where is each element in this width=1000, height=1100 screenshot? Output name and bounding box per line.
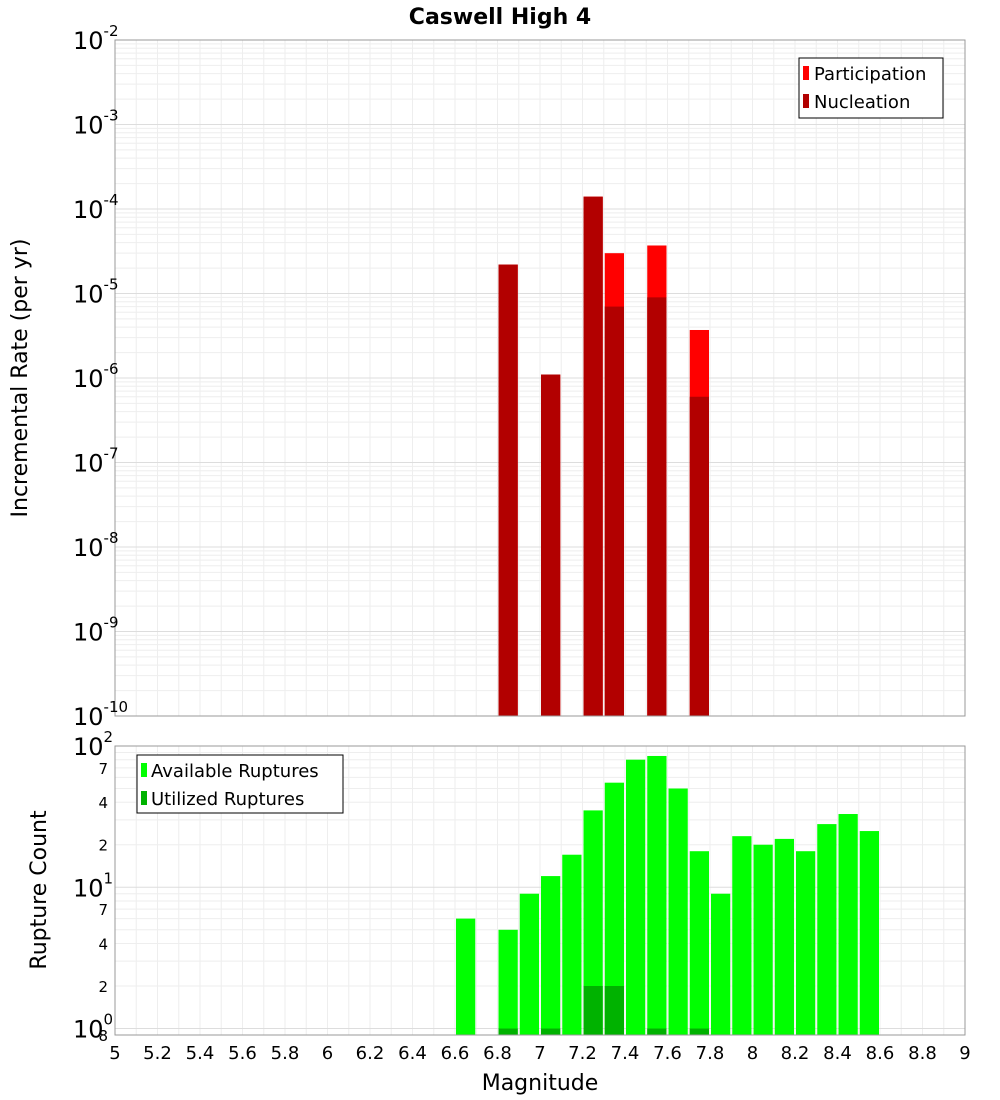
x-tick-label: 7.8 [696,1043,725,1064]
count-bars [456,755,879,1035]
x-tick-label: 8.2 [781,1043,810,1064]
count-bar-available-ruptures [626,759,646,1035]
rate-y-tick-label: 10-7 [73,445,119,478]
legend-utilized-label: Utilized Ruptures [151,789,304,810]
rate-legend-box [798,57,944,119]
count-y-axis-label: Rupture Count [27,810,52,970]
rate-panel: 10-10 10-9 10-8 10-7 10-6 10-5 10-4 10-3 10-2 In… [8,22,966,731]
count-bar-utilized-ruptures [604,986,624,1035]
rate-bar-nucleation [541,374,561,716]
rate-bars [498,196,709,717]
count-bar-available-ruptures [859,831,879,1035]
count-bar-available-ruptures [838,814,858,1035]
rate-bar-nucleation [498,264,518,716]
x-tick-label: 6.4 [398,1043,427,1064]
count-bar-available-ruptures [456,918,476,1035]
count-bar-available-ruptures [604,782,624,1035]
count-legend: Available Ruptures Utilized Ruptures [136,754,344,814]
x-tick-label: 8.4 [823,1043,852,1064]
x-tick-label: 5.2 [143,1043,172,1064]
x-tick-label: 7.4 [611,1043,640,1064]
legend-nucleation-label: Nucleation [814,92,910,113]
rate-gridlines [115,40,966,717]
count-bar-available-ruptures [732,836,752,1035]
rate-y-ticks: 10-10 10-9 10-8 10-7 10-6 10-5 10-4 10-3 10-2 [73,22,128,731]
count-y-minor-tick-label: 4 [98,794,108,812]
rate-bar-nucleation [604,306,624,716]
count-legend-box [136,754,344,814]
x-tick-label: 7.2 [568,1043,597,1064]
count-y-tick-label: 101 [73,869,113,902]
chart-title: Caswell High 4 [409,5,591,30]
rate-bar-nucleation [583,196,603,717]
rate-plot-border [114,39,966,717]
x-tick-label: 5.8 [271,1043,300,1064]
count-y-minor-tick-label: 7 [98,901,108,919]
count-bar-utilized-ruptures [647,1028,667,1035]
count-bar-utilized-ruptures [689,1028,709,1035]
x-tick-label: 5.4 [186,1043,215,1064]
legend-participation-swatch [803,66,809,80]
count-y-minor-tick-label: 2 [98,978,108,996]
count-bar-utilized-ruptures [583,986,603,1035]
count-plot-border [114,745,966,1036]
count-y-tick-label: 102 [73,728,113,761]
x-tick-label: 5.6 [228,1043,257,1064]
rate-legend: Participation Nucleation [798,57,944,119]
legend-available-swatch [141,763,147,777]
x-tick-label: 5 [109,1043,120,1064]
count-bar-available-ruptures [583,810,603,1035]
rate-y-tick-label: 10-2 [73,22,119,55]
count-panel: 100 101 102 8 2 4 7 2 4 7 5 5.2 5.4 5.6 5.8 6 6.2 6.4 6.6… [27,728,971,1096]
rate-y-tick-label: 10-9 [73,614,119,647]
rate-y-tick-label: 10-5 [73,276,119,309]
count-gridlines [115,746,966,1036]
count-bar-available-ruptures [668,788,688,1035]
rate-y-tick-label: 10-8 [73,529,119,562]
count-bar-available-ruptures [689,851,709,1035]
x-tick-label: 8 [747,1043,758,1064]
rate-y-tick-label: 10-3 [73,107,119,140]
rate-y-tick-label: 10-4 [73,191,119,224]
count-bar-available-ruptures [647,755,667,1035]
x-tick-label: 7 [534,1043,545,1064]
count-bar-available-ruptures [562,854,582,1035]
rate-y-tick-label: 10-6 [73,360,119,393]
legend-available-label: Available Ruptures [151,761,319,782]
legend-nucleation-swatch [803,94,809,108]
x-tick-label: 6.2 [356,1043,385,1064]
x-tick-label: 6 [322,1043,333,1064]
count-bar-utilized-ruptures [498,1028,518,1035]
count-bar-available-ruptures [498,929,518,1035]
x-tick-label: 8.8 [908,1043,937,1064]
x-tick-label: 7.6 [653,1043,682,1064]
legend-utilized-swatch [141,791,147,805]
rate-y-tick-label: 10-10 [73,698,128,731]
count-y-minor-tick-label: 8 [98,1027,108,1045]
count-bar-available-ruptures [711,893,731,1035]
count-bar-utilized-ruptures [541,1028,561,1035]
x-axis-label: Magnitude [482,1071,599,1096]
x-tick-label: 8.6 [866,1043,895,1064]
x-tick-label: 9 [959,1043,970,1064]
rate-bar-nucleation [689,396,709,716]
x-tick-labels: 5 5.2 5.4 5.6 5.8 6 6.2 6.4 6.6 6.8 7 7.2 7.4 7.6 7.8 8… [109,1043,970,1064]
count-y-minor-tick-label: 2 [98,837,108,855]
rate-y-axis-label: Incremental Rate (per yr) [8,239,33,518]
count-bar-available-ruptures [774,838,794,1035]
legend-participation-label: Participation [814,64,926,85]
rate-bar-nucleation [647,297,667,716]
count-bar-available-ruptures [519,893,539,1035]
count-bar-available-ruptures [541,876,561,1035]
x-tick-label: 6.8 [483,1043,512,1064]
x-tick-label: 6.6 [441,1043,470,1064]
count-y-minor-tick-label: 7 [98,760,108,778]
count-y-ticks: 100 101 102 8 2 4 7 2 4 7 [73,728,113,1045]
count-bar-available-ruptures [817,824,837,1035]
count-y-minor-tick-label: 4 [98,935,108,953]
count-bar-available-ruptures [753,844,773,1035]
count-y-tick-label: 100 [73,1011,113,1044]
count-bar-available-ruptures [796,851,816,1035]
